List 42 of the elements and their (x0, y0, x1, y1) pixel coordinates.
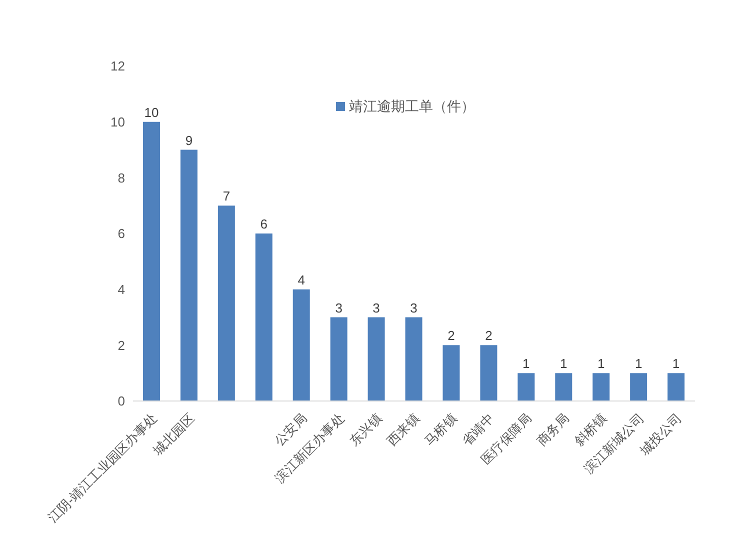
data-label: 4 (298, 272, 305, 288)
data-label: 1 (672, 356, 680, 372)
data-label: 2 (485, 328, 492, 344)
x-tick-label: 马桥镇 (422, 411, 460, 450)
legend-label: 靖江逾期工单（件） (349, 99, 475, 115)
data-label: 7 (222, 188, 230, 204)
y-tick-label: 4 (118, 282, 125, 297)
y-tick-label: 6 (118, 226, 125, 242)
data-label: 2 (448, 328, 455, 344)
bar (255, 234, 272, 401)
x-tick-label: 商务局 (534, 411, 573, 450)
bar (292, 289, 310, 401)
bar (592, 373, 610, 401)
bar (180, 150, 198, 401)
data-label: 10 (144, 104, 159, 120)
y-tick-label: 10 (110, 114, 125, 130)
data-label: 6 (260, 216, 268, 232)
bar (330, 317, 348, 401)
x-tick-label: 东兴镇 (347, 411, 386, 450)
bar (143, 122, 160, 401)
data-label: 3 (410, 300, 418, 316)
y-tick-label: 2 (118, 338, 125, 353)
bar (218, 206, 235, 401)
data-label: 1 (597, 356, 605, 372)
data-label: 3 (335, 300, 342, 316)
bar (368, 317, 385, 401)
x-tick-label: 西来镇 (384, 411, 423, 450)
data-label: 1 (522, 356, 530, 372)
data-label: 1 (560, 356, 568, 372)
y-tick-label: 0 (118, 394, 125, 409)
bar (518, 373, 535, 401)
y-tick-label: 12 (110, 58, 125, 74)
data-label: 3 (372, 300, 380, 316)
bar (555, 373, 572, 401)
bar (668, 373, 685, 401)
bar (442, 345, 460, 401)
bar (405, 317, 422, 401)
bar (630, 373, 648, 401)
bar (480, 345, 498, 401)
data-label: 9 (185, 132, 193, 148)
y-tick-label: 8 (118, 170, 125, 186)
data-label: 1 (634, 356, 642, 372)
